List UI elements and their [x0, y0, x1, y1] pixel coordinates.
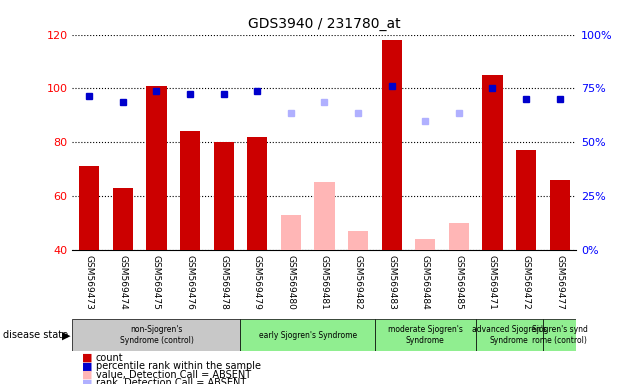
Bar [314, 182, 335, 250]
Bar [113, 188, 133, 250]
Text: count: count [96, 353, 123, 363]
Text: non-Sjogren's
Syndrome (control): non-Sjogren's Syndrome (control) [120, 325, 193, 345]
Text: ■: ■ [82, 370, 93, 380]
Text: GSM569473: GSM569473 [85, 255, 94, 310]
Text: GSM569479: GSM569479 [253, 255, 261, 310]
Bar [247, 137, 267, 250]
Text: GSM569475: GSM569475 [152, 255, 161, 310]
Bar [375, 319, 476, 351]
Bar [79, 166, 100, 250]
Text: GSM569476: GSM569476 [186, 255, 195, 310]
Text: GSM569484: GSM569484 [421, 255, 430, 310]
Bar [476, 319, 543, 351]
Text: GSM569472: GSM569472 [522, 255, 530, 310]
Bar [72, 319, 241, 351]
Bar [449, 223, 469, 250]
Text: GSM569477: GSM569477 [555, 255, 564, 310]
Text: early Sjogren's Syndrome: early Sjogren's Syndrome [258, 331, 357, 339]
Text: percentile rank within the sample: percentile rank within the sample [96, 361, 261, 371]
Text: GSM569478: GSM569478 [219, 255, 228, 310]
Text: ▶: ▶ [62, 330, 70, 340]
Text: ■: ■ [82, 378, 93, 384]
Text: disease state: disease state [3, 330, 68, 340]
Text: Sjogren's synd
rome (control): Sjogren's synd rome (control) [532, 325, 588, 345]
Bar [382, 40, 402, 250]
Text: ■: ■ [82, 353, 93, 363]
Bar [415, 239, 435, 250]
Bar [483, 75, 503, 250]
Bar [241, 319, 375, 351]
Text: GSM569483: GSM569483 [387, 255, 396, 310]
Bar [214, 142, 234, 250]
Text: advanced Sjogren's
Syndrome: advanced Sjogren's Syndrome [472, 325, 547, 345]
Title: GDS3940 / 231780_at: GDS3940 / 231780_at [248, 17, 401, 31]
Bar [281, 215, 301, 250]
Bar [543, 319, 576, 351]
Bar [516, 150, 536, 250]
Bar [549, 180, 570, 250]
Text: GSM569485: GSM569485 [454, 255, 463, 310]
Text: GSM569471: GSM569471 [488, 255, 497, 310]
Text: GSM569480: GSM569480 [287, 255, 295, 310]
Bar [146, 86, 166, 250]
Text: GSM569482: GSM569482 [353, 255, 362, 310]
Text: rank, Detection Call = ABSENT: rank, Detection Call = ABSENT [96, 378, 246, 384]
Text: ■: ■ [82, 361, 93, 371]
Text: GSM569481: GSM569481 [320, 255, 329, 310]
Bar [180, 131, 200, 250]
Text: value, Detection Call = ABSENT: value, Detection Call = ABSENT [96, 370, 251, 380]
Text: moderate Sjogren's
Syndrome: moderate Sjogren's Syndrome [388, 325, 462, 345]
Text: GSM569474: GSM569474 [118, 255, 127, 310]
Bar [348, 231, 368, 250]
